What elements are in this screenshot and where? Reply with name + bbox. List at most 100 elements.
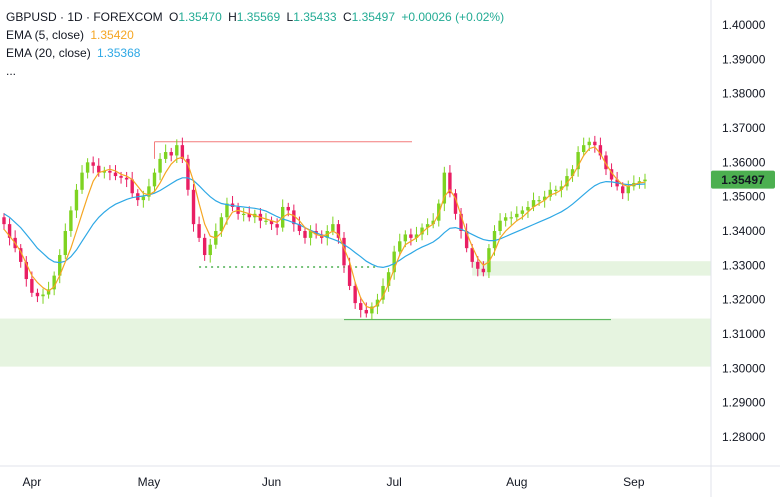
candle-body [52,275,56,290]
candle-body [476,261,480,269]
candle-body [481,268,486,273]
candle-body [292,210,296,225]
ema5-label: EMA (5, close) [6,28,85,42]
ema20-line [3,177,646,269]
candle-body [275,224,279,228]
candle-body [286,206,290,211]
open-value: 1.35470 [178,10,222,24]
candle-body [448,172,452,194]
candle-body [531,200,536,207]
candle-body [74,189,79,211]
candle-body [80,172,84,190]
candle-body [403,234,408,242]
time-tick-label: May [138,475,161,489]
price-tick-label: 1.29000 [722,396,766,410]
candle-body [420,227,424,235]
candle-body [202,237,207,256]
candle-body [470,248,474,262]
candle-body [559,186,564,190]
ema20-label: EMA (20, close) [6,46,91,60]
high-label: H [228,10,237,24]
candle-body [158,158,162,173]
candle-body [464,231,469,249]
candle-body [565,176,569,187]
price-axis[interactable]: 1.40000 1.39000 1.38000 1.37000 1.36000 1.350… [722,18,766,444]
candle-body [219,217,224,231]
candle-body [119,176,123,178]
chart-legend: GBPUSD · 1D · FOREXCOM O1.35470 H1.35569… [6,8,504,80]
legend-ohlc-row: GBPUSD · 1D · FOREXCOM O1.35470 H1.35569… [6,8,504,26]
candle-body [19,248,23,262]
candle-body [152,172,157,187]
candle-body [621,186,625,194]
candle-body [225,203,229,218]
open-label: O [169,10,179,24]
candle-body [414,234,419,238]
candle-body [626,186,630,194]
candle-body [364,309,369,314]
price-tick-label: 1.30000 [722,361,766,375]
time-tick-label: Jun [262,475,281,489]
time-axis[interactable]: Apr May Jun Jul Aug Sep [23,475,645,489]
candle-body [581,145,586,153]
price-tick-label: 1.38000 [722,87,766,101]
candle-body [509,217,513,219]
legend-more-button[interactable]: ... [6,64,17,78]
price-tick-label: 1.37000 [722,121,766,135]
high-value: 1.35569 [236,10,281,24]
ema20-value: 1.35368 [97,46,141,60]
candle-body [520,210,525,214]
legend-ema5-row[interactable]: EMA (5, close) 1.35420 [6,26,504,44]
candle-body [503,217,508,221]
price-tick-label: 1.33000 [722,258,766,272]
candle-body [336,224,341,238]
support-zone-lower [0,318,711,367]
ema5-value: 1.35420 [90,28,134,42]
candle-body [381,285,385,300]
price-tick-label: 1.28000 [722,430,766,444]
candle-body [191,189,196,225]
candle-body [331,224,335,231]
ema5-line [3,146,646,309]
candle-body [643,179,647,182]
candle-body [130,179,134,194]
legend-ema20-row[interactable]: EMA (20, close) 1.35368 [6,44,504,62]
candle-body [186,158,190,190]
price-tag-value: 1.35497 [721,173,765,187]
candle-body [609,169,614,180]
ema-layer [3,146,646,309]
candle-body [604,155,608,170]
candle-body [7,224,12,238]
candle-body [498,220,502,231]
candle-body [113,172,118,177]
candle-body [197,224,201,238]
price-tick-label: 1.36000 [722,155,766,169]
candle-body [163,152,168,159]
zones-layer [0,261,711,367]
candle-body [375,299,380,307]
time-tick-label: Sep [623,475,645,489]
candle-body [308,231,313,238]
candle-body [526,206,530,211]
price-tick-label: 1.34000 [722,224,766,238]
candle-body [124,177,129,180]
candle-body [587,141,591,146]
candle-body [453,193,458,214]
candle-body [342,237,346,266]
candle-body [85,162,90,173]
candle-body [593,141,597,146]
candle-body [169,152,173,156]
time-tick-label: Jul [387,475,402,489]
last-price-tag: 1.35497 [711,170,775,189]
price-tick-label: 1.32000 [722,293,766,307]
candle-body [175,145,179,156]
candle-body [208,244,212,256]
candle-body [576,152,580,170]
candle-body [2,217,6,225]
symbol-label[interactable]: GBPUSD · 1D · FOREXCOM [6,10,163,24]
candle-body [492,231,497,249]
candle-body [347,265,352,286]
candle-body [554,189,558,191]
